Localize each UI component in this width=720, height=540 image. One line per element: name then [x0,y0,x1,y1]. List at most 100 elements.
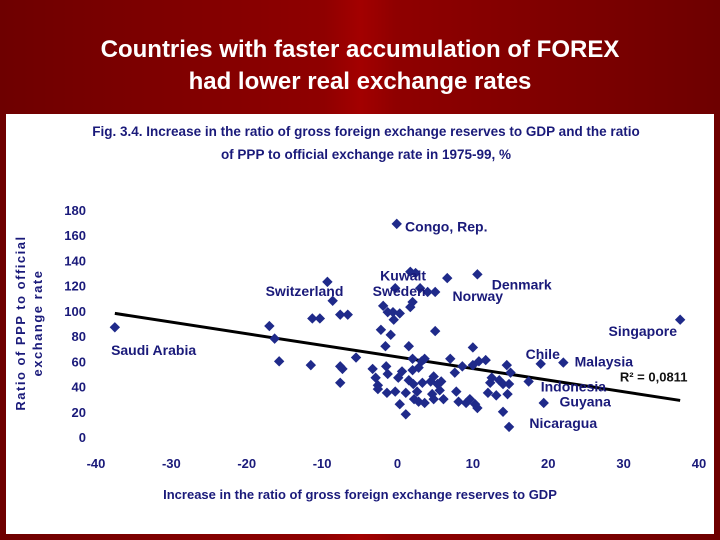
data-point [390,386,401,397]
data-point [422,286,433,298]
point-annotation: Norway [453,288,504,304]
data-point [453,396,464,407]
y-axis-label-line2: exchange rate [30,270,45,377]
y-tick-label: 160 [64,228,86,243]
data-point [451,386,462,397]
data-point [403,341,415,352]
point-annotation: Kuwait [380,268,426,284]
data-point [305,359,317,371]
data-point [367,363,378,375]
data-point [394,308,405,319]
x-tick-label: -20 [237,456,256,471]
y-axis-label: Ratio of PPP to official exchange rate [13,235,45,410]
chart-title: Fig. 3.4. Increase in the ratio of gross… [86,120,646,166]
y-tick-label: 120 [64,279,86,294]
data-point [394,399,405,410]
point-annotation: Denmark [492,276,552,292]
point-annotation: Indonesia [541,379,607,395]
data-point [350,352,362,363]
data-point [449,367,460,378]
data-point [538,397,549,409]
data-point [414,282,426,294]
chart-title-line1: Fig. 3.4. Increase in the ratio of gross… [92,124,640,139]
data-point [482,387,494,399]
slide-title: Countries with faster accumulation of FO… [0,34,720,98]
point-annotation: Switzerland [266,283,344,299]
data-point [505,367,516,378]
x-tick-label: -30 [162,456,181,471]
slide-title-line2: had lower real exchange rates [188,68,532,95]
y-tick-label: 0 [79,430,86,445]
slide-title-line1: Countries with faster accumulation of FO… [100,36,620,63]
data-point [407,353,418,365]
data-point [335,377,346,388]
data-point [411,386,423,397]
point-annotation: Congo, Rep. [405,218,487,234]
x-tick-label: 30 [616,456,630,471]
data-point [472,269,483,280]
figure-panel: Fig. 3.4. Increase in the ratio of gross… [6,114,714,534]
data-point [400,409,411,420]
data-point [434,385,445,396]
data-point [370,372,381,383]
data-point [387,306,399,318]
data-point [400,387,411,399]
data-point [491,390,502,401]
x-tick-label: 20 [541,456,555,471]
data-point [442,272,453,284]
data-point [385,329,396,341]
data-point [264,320,275,332]
data-point [391,218,402,230]
data-point [480,354,491,366]
y-tick-label: 40 [72,380,86,395]
scatter-chart: 0 20 40 60 80 100 120 140 160 180 -40 -30 -20 -10 0 10 2… [13,203,706,502]
data-point [535,358,546,370]
y-tick-label: 80 [72,329,86,344]
data-point [438,393,449,405]
data-point [497,378,509,390]
data-point [457,361,468,372]
chart-title-line2: of PPP to official exchange rate in 1975… [220,147,512,162]
data-point [314,313,326,324]
data-point [269,333,280,344]
data-point [419,397,430,409]
point-annotation: Nicaragua [529,415,597,431]
y-tick-label: 60 [72,354,86,369]
y-tick-label: 20 [72,405,86,420]
data-point [375,324,387,336]
data-point [307,313,318,324]
data-point [407,296,418,308]
data-point [410,267,421,279]
y-tick-label: 180 [64,203,86,218]
data-point [335,309,346,320]
data-point [473,356,485,367]
data-point [419,353,430,365]
data-point [372,383,384,395]
data-point [408,378,419,390]
data-point [390,282,401,294]
data-point [429,286,441,298]
data-point [497,406,509,417]
x-tick-label: -10 [313,456,332,471]
data-point [428,371,439,382]
data-point [396,366,408,377]
data-point [388,314,399,325]
point-annotation: Guyana [560,394,612,410]
data-point [674,314,686,325]
data-point [109,322,121,333]
x-tick-label: 10 [466,456,480,471]
data-point [436,376,447,387]
r-squared-label: R² = 0,0811 [620,370,688,385]
data-point [501,359,512,371]
data-point [502,388,513,400]
point-annotation: Saudi Arabia [111,342,196,358]
x-tick-label: 0 [394,456,401,471]
data-point [380,341,391,352]
x-tick-label: -40 [87,456,106,471]
data-point [428,393,439,405]
data-point [429,325,441,337]
data-point [337,363,348,375]
point-annotation: Chile [526,346,560,362]
data-point [523,376,534,387]
data-point [327,295,338,306]
